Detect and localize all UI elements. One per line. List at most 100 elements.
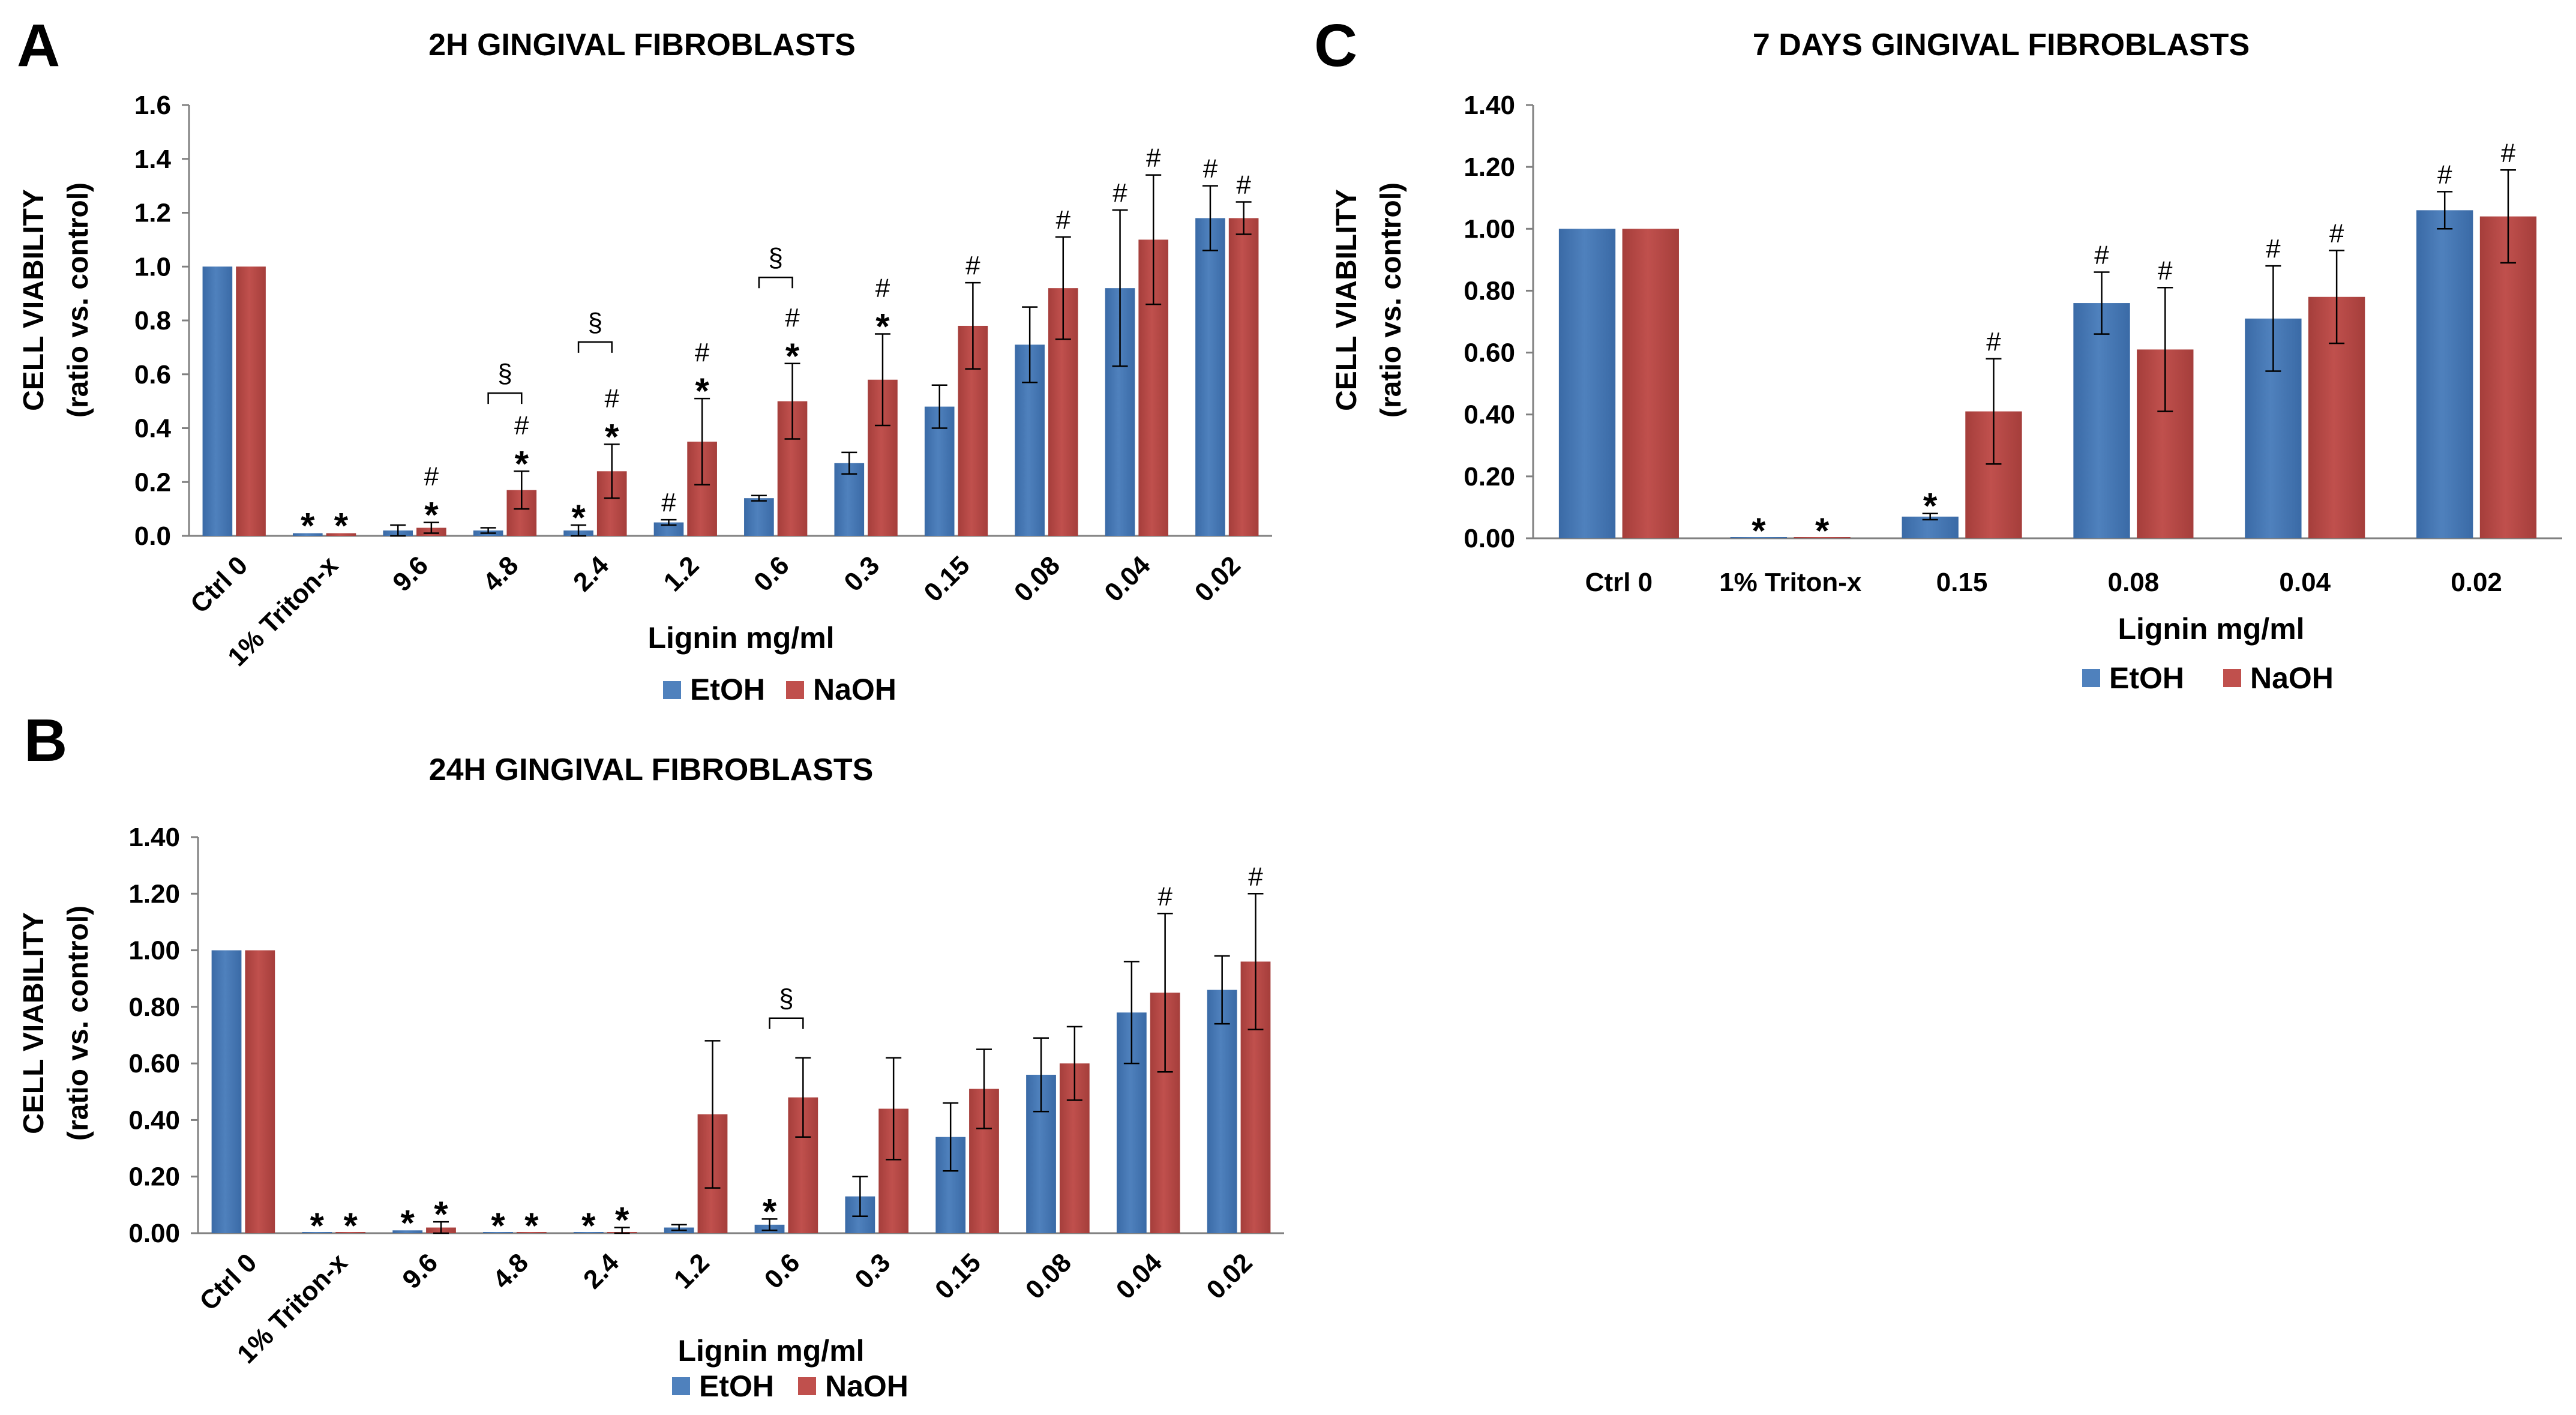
- bar-etoh-b: [1207, 990, 1237, 1233]
- bracket-label: §: [497, 359, 512, 388]
- significance-star: *: [343, 1206, 358, 1246]
- x-tick-label: Ctrl 0: [1585, 568, 1653, 597]
- significance-hash: #: [2437, 160, 2452, 189]
- bar-naoh-b: [516, 1232, 547, 1233]
- significance-hash: #: [514, 410, 529, 440]
- bar-etoh-b: [211, 950, 242, 1233]
- y-tick-label: 0.60: [1464, 338, 1515, 368]
- significance-hash: #: [2501, 138, 2516, 167]
- significance-hash: #: [1986, 327, 2001, 356]
- significance-hash: #: [1203, 154, 1218, 184]
- significance-star: *: [491, 1206, 505, 1246]
- bar-naoh-a: [236, 266, 266, 536]
- significance-star: *: [785, 336, 800, 376]
- comparison-bracket: [577, 341, 613, 353]
- y-tick-label: 0.40: [1464, 400, 1515, 430]
- significance-star: *: [1752, 511, 1766, 551]
- legend-label-etoh-c: EtOH: [2109, 661, 2184, 695]
- y-tick-label: 0.60: [128, 1049, 180, 1078]
- significance-hash: #: [604, 383, 619, 413]
- bar-etoh-c: [2073, 303, 2130, 538]
- significance-hash: #: [875, 273, 890, 302]
- y-tick-label: 0.8: [134, 306, 171, 335]
- significance-star: *: [695, 371, 709, 411]
- bracket-label: §: [779, 984, 793, 1014]
- bracket-label: §: [768, 243, 782, 272]
- significance-hash: #: [695, 338, 710, 367]
- legend-label-naoh-a: NaOH: [813, 673, 896, 706]
- comparison-bracket: [758, 276, 793, 289]
- comparison-bracket: [487, 392, 523, 404]
- y-tick-label: 0.80: [128, 993, 180, 1022]
- significance-star: *: [605, 416, 619, 457]
- y-tick-label: 0.2: [134, 467, 171, 497]
- legend-label-etoh-a: EtOH: [690, 673, 765, 706]
- significance-hash: #: [661, 488, 676, 517]
- bar-etoh-b: [302, 1232, 332, 1233]
- y-tick-label: 1.0: [134, 252, 171, 281]
- bar-etoh-a: [202, 266, 233, 536]
- y-axis-label-c-line2: (ratio vs. control): [1375, 182, 1407, 418]
- significance-star: *: [763, 1191, 777, 1231]
- bar-naoh-c: [1622, 229, 1679, 538]
- panel-letter-c: C: [1314, 12, 1357, 79]
- chart-title-a: 2H GINGIVAL FIBROBLASTS: [428, 28, 856, 62]
- significance-star: *: [581, 1206, 596, 1246]
- legend-c: EtOH NaOH: [2082, 661, 2334, 695]
- significance-star: *: [334, 506, 349, 546]
- significance-star: *: [434, 1194, 448, 1234]
- legend-swatch-etoh-a: [663, 681, 681, 699]
- y-tick-label: 0.20: [1464, 462, 1515, 491]
- significance-star: *: [1815, 511, 1830, 551]
- bar-naoh-c: [2479, 216, 2537, 539]
- x-tick-label: 1% Triton-x: [1719, 568, 1862, 597]
- significance-hash: #: [1248, 862, 1263, 891]
- y-axis-label-b-line2: (ratio vs. control): [62, 906, 94, 1141]
- significance-hash: #: [424, 462, 439, 491]
- x-axis-label-c: Lignin mg/ml: [2118, 612, 2304, 646]
- legend-label-naoh-c: NaOH: [2250, 661, 2334, 695]
- significance-star: *: [400, 1203, 415, 1243]
- significance-hash: #: [2266, 234, 2281, 263]
- panel-letter-b: B: [24, 707, 67, 774]
- y-tick-label: 0.6: [134, 360, 171, 389]
- y-axis-label-a-line2: (ratio vs. control): [62, 182, 94, 418]
- bar-naoh-a: [1228, 218, 1259, 536]
- y-tick-label: 0.20: [128, 1162, 180, 1192]
- bar-etoh-a: [292, 533, 323, 536]
- bar-etoh-a: [834, 463, 865, 536]
- bracket-label: §: [588, 308, 602, 337]
- significance-hash: #: [2329, 218, 2344, 248]
- x-axis-label-b: Lignin mg/ml: [677, 1334, 864, 1368]
- y-tick-label: 0.00: [128, 1219, 180, 1248]
- x-tick-label: 0.02: [2451, 568, 2502, 597]
- x-tick-label: 0.04: [2279, 568, 2331, 597]
- significance-hash: #: [1236, 170, 1251, 200]
- significance-star: *: [301, 506, 315, 546]
- significance-star: *: [524, 1206, 539, 1246]
- significance-hash: #: [1056, 205, 1071, 235]
- y-tick-label: 0.80: [1464, 276, 1515, 305]
- bar-etoh-b: [483, 1232, 513, 1233]
- y-tick-label: 1.2: [134, 199, 171, 228]
- legend-swatch-etoh-c: [2082, 669, 2100, 687]
- significance-hash: #: [1146, 143, 1161, 173]
- bar-etoh-c: [1558, 229, 1616, 538]
- y-tick-label: 1.20: [128, 879, 180, 909]
- significance-hash: #: [1157, 882, 1172, 911]
- legend-swatch-naoh-a: [786, 681, 804, 699]
- bar-naoh-a: [326, 533, 356, 536]
- y-tick-label: 1.4: [134, 145, 172, 174]
- significance-hash: #: [2158, 256, 2173, 285]
- y-tick-label: 1.00: [128, 936, 180, 966]
- y-tick-label: 0.40: [128, 1105, 180, 1135]
- legend-label-naoh-b: NaOH: [825, 1369, 908, 1403]
- bar-naoh-b: [335, 1232, 366, 1233]
- legend-swatch-naoh-c: [2223, 669, 2241, 687]
- chart-title-b: 24H GINGIVAL FIBROBLASTS: [429, 753, 874, 787]
- y-axis-label-b-line1: CELL VIABILITY: [18, 912, 50, 1134]
- bar-naoh-b: [245, 950, 275, 1233]
- comparison-bracket: [769, 1017, 804, 1029]
- significance-star: *: [424, 495, 439, 535]
